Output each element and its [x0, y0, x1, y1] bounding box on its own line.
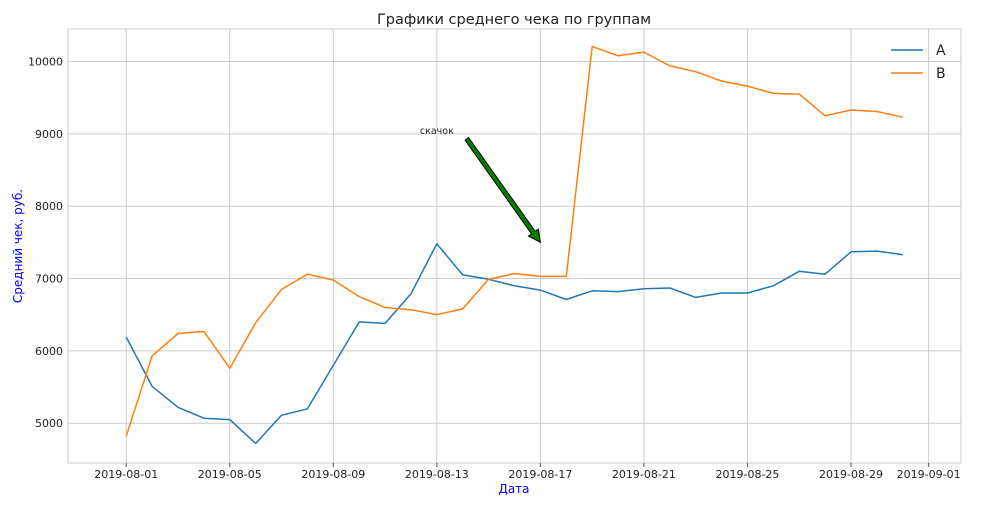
- y-tick-label: 8000: [35, 200, 63, 213]
- series-line-b: [125, 45, 903, 437]
- x-tick-label: 2019-08-05: [198, 468, 262, 481]
- series-lines: [125, 45, 903, 445]
- x-tick-label: 2019-08-13: [405, 468, 469, 481]
- y-tick-label: 10000: [28, 56, 63, 69]
- annotation: скачок: [420, 126, 542, 244]
- annotation-arrow: [464, 136, 542, 244]
- x-tick-label: 2019-09-01: [897, 468, 961, 481]
- y-axis-label: Средний чек, руб.: [11, 189, 25, 303]
- legend-label-b: B: [936, 66, 946, 82]
- legend-label-a: A: [936, 43, 946, 59]
- legend: AB: [891, 43, 946, 82]
- x-tick-label: 2019-08-29: [819, 468, 883, 481]
- annotation-label: скачок: [420, 126, 454, 137]
- x-tick-label: 2019-08-21: [612, 468, 676, 481]
- y-tick-label: 5000: [35, 417, 63, 430]
- y-tick-label: 7000: [35, 273, 63, 286]
- x-tick-label: 2019-08-25: [715, 468, 779, 481]
- x-tick-label: 2019-08-17: [508, 468, 572, 481]
- x-axis-ticks: 2019-08-01 2019-08-05 2019-08-09 2019-08-13…: [94, 463, 961, 481]
- chart-title: Графики среднего чека по группам: [377, 12, 651, 28]
- y-axis-ticks: 5000 6000 7000 8000 9000 10000: [28, 56, 63, 431]
- y-tick-label: 6000: [35, 345, 63, 358]
- x-axis-label: Дата: [498, 482, 529, 496]
- x-tick-label: 2019-08-01: [94, 468, 158, 481]
- series-line-a: [125, 243, 903, 445]
- x-tick-label: 2019-08-09: [301, 468, 365, 481]
- plot-area: [67, 28, 962, 464]
- y-tick-label: 9000: [35, 128, 63, 141]
